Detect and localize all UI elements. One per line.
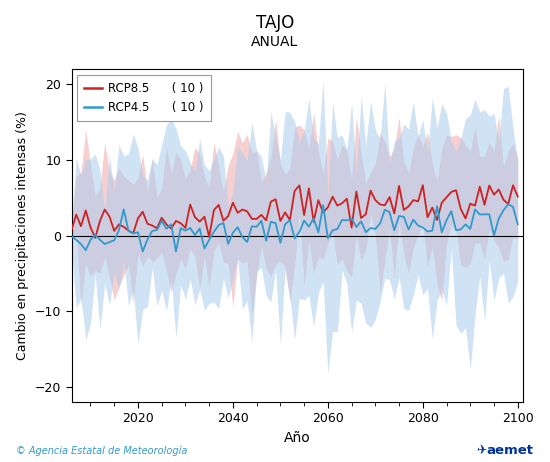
Text: ✈: ✈ [476, 444, 487, 457]
Y-axis label: Cambio en precipitaciones intensas (%): Cambio en precipitaciones intensas (%) [16, 111, 29, 360]
Text: © Agencia Estatal de Meteorología: © Agencia Estatal de Meteorología [16, 445, 188, 456]
Text: aemet: aemet [487, 444, 534, 457]
Text: ANUAL: ANUAL [251, 35, 299, 49]
Text: TAJO: TAJO [256, 14, 294, 32]
X-axis label: Año: Año [284, 431, 310, 445]
Legend: RCP8.5      ( 10 ), RCP4.5      ( 10 ): RCP8.5 ( 10 ), RCP4.5 ( 10 ) [78, 75, 211, 121]
